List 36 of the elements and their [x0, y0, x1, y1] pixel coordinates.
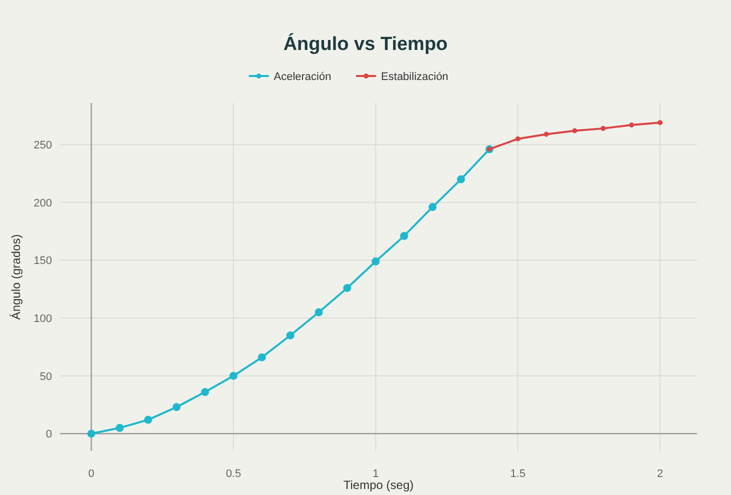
point	[87, 430, 96, 438]
point	[172, 403, 181, 412]
y-tick-label: 100	[34, 313, 52, 326]
x-tick-label: 0.5	[226, 468, 242, 480]
y-tick-label: 200	[34, 197, 52, 210]
y-axis-title: Ángulo (grados)	[9, 234, 23, 320]
point	[144, 416, 152, 424]
point	[314, 308, 323, 316]
x-tick-label: 1.5	[510, 468, 526, 480]
point	[544, 132, 549, 137]
point	[286, 331, 294, 340]
point	[229, 372, 238, 380]
x-tick-label: 2	[656, 468, 664, 480]
y-tick-label: 250	[34, 140, 52, 152]
point	[116, 424, 124, 432]
x-axis-title: Tiempo (seg)	[343, 478, 414, 492]
point	[515, 136, 520, 142]
point	[600, 126, 606, 131]
point	[258, 353, 266, 362]
point	[572, 128, 578, 134]
point	[343, 284, 352, 292]
point	[658, 120, 663, 126]
y-tick-label: 0	[46, 428, 52, 441]
x-tick-label: 0	[88, 468, 94, 480]
legend-label: Aceleración	[274, 71, 332, 83]
point	[428, 203, 437, 212]
chart-title: Ángulo vs Tiempo	[283, 33, 448, 55]
point	[629, 122, 634, 128]
y-tick-label: 50	[40, 370, 52, 383]
point	[400, 232, 408, 240]
y-tick-label: 150	[34, 255, 52, 268]
point	[456, 175, 465, 184]
legend-label: Estabilización	[381, 71, 448, 83]
point	[372, 257, 380, 266]
x-tick-label: 1	[372, 468, 379, 480]
point	[201, 388, 210, 396]
